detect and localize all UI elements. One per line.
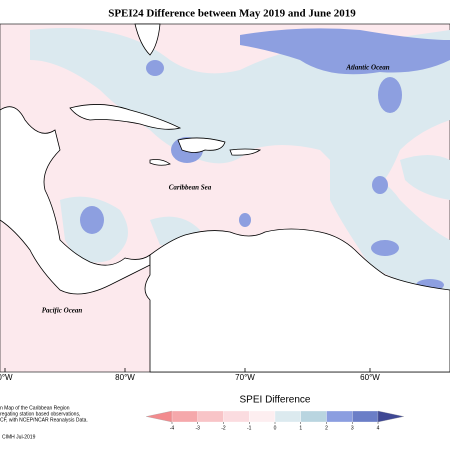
legend-title: SPEI Difference bbox=[240, 395, 311, 406]
place-label: Caribbean Sea bbox=[169, 184, 212, 192]
colorbar-tick-label: 3 bbox=[351, 425, 354, 431]
colorbar-end bbox=[377, 410, 404, 423]
colorbar-tick-label: -2 bbox=[221, 425, 226, 431]
place-label: Atlantic Ocean bbox=[345, 64, 389, 72]
colorbar-segment bbox=[274, 410, 301, 423]
longitude-ticks bbox=[4, 368, 371, 372]
colorbar-segment bbox=[197, 410, 224, 423]
place-label: Pacific Ocean bbox=[42, 307, 83, 315]
colorbar-end bbox=[146, 410, 173, 423]
footer-text: CF, with NCEP/NCAR Reanalysis Data. bbox=[0, 417, 88, 423]
footer-text: CIMH Jul-2019 bbox=[2, 434, 36, 440]
colorbar-tick-label: 1 bbox=[299, 425, 302, 431]
colorbar-segment bbox=[171, 410, 198, 423]
colorbar-segment bbox=[300, 410, 327, 423]
colorbar: -4 -3 -2 -1 0 1 2 3 4 bbox=[146, 410, 404, 431]
longitude-label: 70°W bbox=[235, 373, 255, 382]
colorbar-tick-label: 2 bbox=[325, 425, 328, 431]
colorbar-segment bbox=[223, 410, 250, 423]
colorbar-tick-label: -3 bbox=[196, 425, 201, 431]
footer-text: n Map of the Caribbean Region bbox=[0, 405, 70, 411]
colorbar-tick-label: 0 bbox=[274, 425, 277, 431]
colorbar-tick-label: -1 bbox=[247, 425, 252, 431]
footer-text: regating station based observations, bbox=[0, 411, 80, 417]
land bbox=[0, 23, 450, 373]
colorbar-tick-label: -4 bbox=[170, 425, 175, 431]
longitude-label: 80°W bbox=[115, 373, 135, 382]
longitude-label: 0°W bbox=[0, 373, 13, 382]
colorbar-segment bbox=[326, 410, 353, 423]
colorbar-segment bbox=[352, 410, 379, 423]
map bbox=[0, 23, 450, 373]
map-title: SPEI24 Difference between May 2019 and J… bbox=[108, 8, 356, 20]
longitude-label: 60°W bbox=[360, 373, 380, 382]
colorbar-tick-label: 4 bbox=[377, 425, 380, 431]
colorbar-segment bbox=[249, 410, 276, 423]
